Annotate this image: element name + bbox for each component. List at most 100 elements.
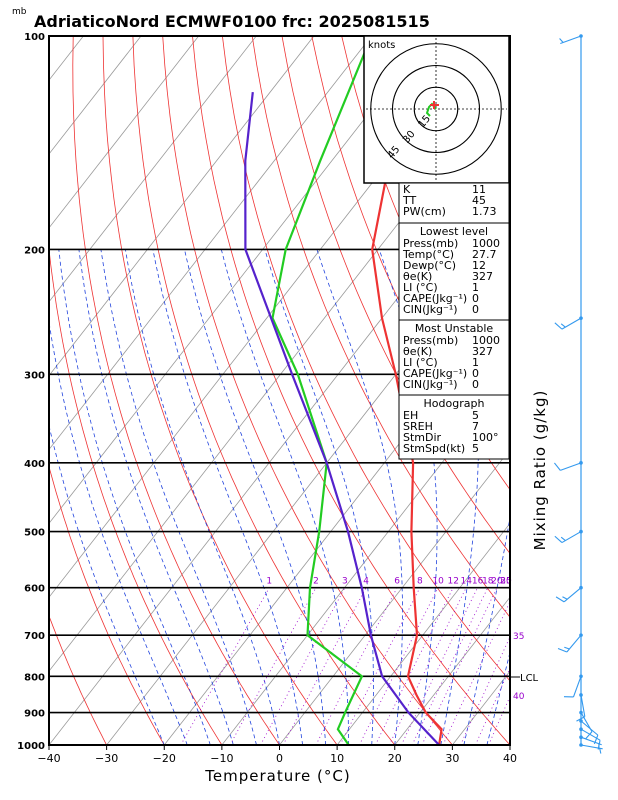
dry-adiabat [580,36,618,745]
lowest-level-table-label: LI (°C) [403,281,438,294]
mixing-ratio-label: 25 [500,577,511,587]
wind-barb-half-flag [564,646,570,650]
moist-adiabat [78,249,234,745]
lowest-level-table-value: 27.7 [472,248,497,261]
mixing-ratio-label: 10 [432,577,444,587]
wind-barb [563,674,583,698]
mixing-ratio-label: 2 [313,577,319,587]
most-unstable-table-frame [398,319,510,396]
mixing-ratio-label: 40 [513,692,525,702]
temperature-tick-label: −30 [95,752,118,765]
mixing-ratio-line [411,587,489,745]
moist-adiabat [58,249,211,745]
mixing-ratio-label: 3 [342,577,348,587]
wind-barb [557,633,583,653]
hodograph-storm-marker [430,101,439,109]
mixing-ratio-label: 30 [500,577,512,587]
lcl-label: LCL [520,673,539,684]
profiles [244,36,443,745]
isotherm [49,36,142,155]
wind-barb-staff [561,317,582,330]
wind-barb [579,710,593,740]
lowest-level-table-value: 12 [472,259,486,272]
lowest-level-table-value: 327 [472,270,493,283]
dry-adiabat [49,245,223,745]
hodograph-table-label: EH [403,409,418,422]
wind-barb [576,693,586,722]
wind-barb-flag [576,716,586,722]
mixing-ratio-label: 4 [363,577,369,587]
pressure-tick-label: 1000 [17,741,45,752]
mixing-ratio-label: 14 [460,577,472,587]
lowest-level-table-header: Lowest level [420,225,488,238]
background-lines [49,36,618,745]
temperature-tick-label: 10 [330,752,344,765]
dry-adiabat [222,36,510,682]
wind-barb [554,529,583,544]
temperature-tick-label: 20 [388,752,402,765]
lowest-level-table-value: 1000 [472,237,500,250]
most-unstable-table-label: CAPE(Jkg⁻¹) [403,367,467,380]
dry-adiabat [132,36,396,745]
most-unstable-table-label: Press(mb) [403,334,458,347]
lowest-level-table-value: 1 [472,281,479,294]
hodograph-table-header: Hodograph [424,397,485,410]
mixing-ratio-label: 6 [394,577,400,587]
isotherm [509,744,510,745]
lowest-level-table-label: θe(K) [403,270,432,283]
isotherm [279,448,510,745]
mixing-ratio-line [282,587,367,745]
indices-table-label: TT [402,194,417,207]
pressure-tick-label: 600 [24,584,45,595]
pressure-tick-label: 800 [24,672,45,683]
mixing-ratio-line [475,667,510,745]
moist-adiabat [463,515,510,745]
mixing-ratio-label: 12 [447,577,458,587]
temperature-tick-label: 40 [503,752,517,765]
wind-barb-staff [580,736,602,746]
hodograph-unit: knots [368,40,395,51]
pressure-tick-label: 100 [24,32,45,43]
wind-barb [559,34,583,45]
moist-adiabat [440,249,479,745]
moist-adiabat [125,249,280,745]
hodograph-table-label: SREH [403,420,433,433]
lowest-level-table-label: CIN(Jkg⁻¹) [403,303,458,316]
moist-adiabat [49,423,165,745]
mixing-ratio-line [229,587,317,745]
most-unstable-table-label: LI (°C) [403,356,438,369]
dry-adiabat [192,36,510,745]
pressure-tick-label: 200 [24,245,45,256]
dry-adiabat [162,36,453,745]
indices-table-value: 11 [472,183,486,196]
wind-profile [553,34,603,754]
wind-barb-half-flag [560,323,566,328]
wind-barb-flag [557,648,568,653]
lowest-level-table-label: Temp(°C) [402,248,454,261]
wind-barb-flag [585,731,593,740]
most-unstable-table-value: 1 [472,356,479,369]
pressure-tick-label: 400 [24,459,45,470]
moist-adiabat [184,249,326,745]
temperature-profile [371,36,443,745]
dry-adiabat [551,36,618,745]
mixing-ratio-line [260,587,346,745]
wind-barb [553,461,583,471]
wind-barb-staff [580,712,593,732]
dry-adiabat [102,36,338,745]
mixing-ratio-label: 8 [417,577,423,587]
temperature-tick-label: 0 [276,752,283,765]
dry-adiabat [49,465,165,745]
lowest-level-table-value: 0 [472,292,479,305]
most-unstable-table-value: 0 [472,378,479,391]
mixing-ratio-line [180,587,270,745]
dewpoint-profile [271,36,373,745]
indices-table-label: PW(cm) [403,205,446,218]
wind-barb-flag [554,535,563,543]
pressure-tick-label: 900 [24,709,45,720]
most-unstable-table-value: 0 [472,367,479,380]
isotherm [106,227,510,745]
